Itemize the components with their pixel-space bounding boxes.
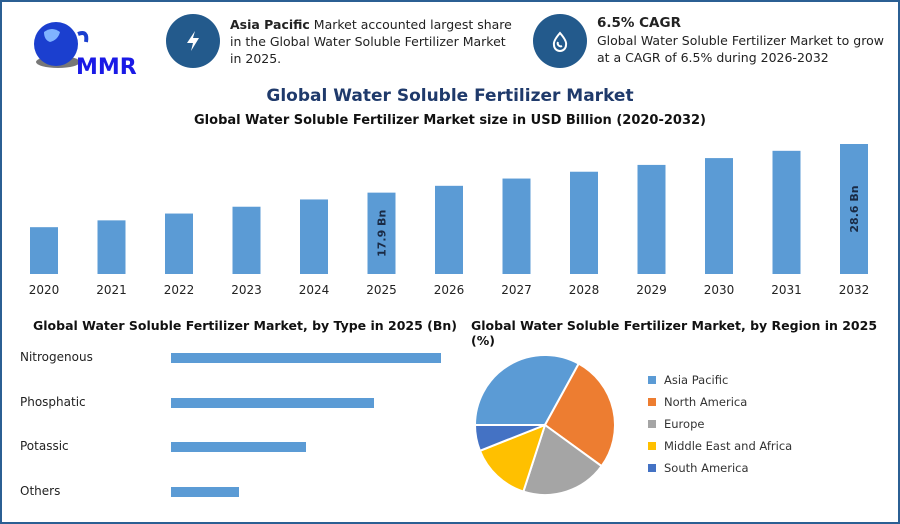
mmr-logo: MMR bbox=[18, 12, 138, 80]
highlight-text: Market accounted largest share in the Gl… bbox=[230, 17, 512, 66]
x-tick-label: 2030 bbox=[704, 283, 735, 297]
x-tick-label: 2028 bbox=[569, 283, 600, 297]
legend-item: South America bbox=[648, 457, 792, 479]
x-tick-label: 2027 bbox=[501, 283, 532, 297]
cagr-highlight: 6.5% CAGR Global Water Soluble Fertilize… bbox=[597, 15, 887, 66]
legend-swatch bbox=[648, 442, 656, 450]
legend-label: Middle East and Africa bbox=[664, 439, 793, 453]
type-bar-others bbox=[171, 486, 239, 497]
bar-2024 bbox=[300, 199, 328, 274]
legend-item: Europe bbox=[648, 413, 792, 435]
x-tick-label: 2020 bbox=[29, 283, 60, 297]
pie-slice-middle-east-and-africa bbox=[478, 423, 547, 493]
market-size-bar-chart: 2020 2021 2022 2023 2024 2025 17.9 Bn 2026 2027 2… bbox=[29, 144, 870, 297]
bar-chart-title: Global Water Soluble Fertilizer Market s… bbox=[194, 113, 706, 128]
x-tick-label: 2025 bbox=[366, 283, 397, 297]
bar-2027 bbox=[502, 178, 531, 274]
pie-slice-north-america bbox=[543, 362, 616, 468]
legend-swatch bbox=[648, 376, 656, 384]
main-title: Global Water Soluble Fertilizer Market bbox=[266, 86, 634, 106]
type-bar-phosphatic bbox=[171, 397, 374, 408]
type-label: Phosphatic bbox=[20, 394, 86, 409]
type-chart-title: Global Water Soluble Fertilizer Market, … bbox=[33, 318, 458, 333]
cagr-text: Global Water Soluble Fertilizer Market t… bbox=[597, 33, 884, 65]
type-bar-nitrogenous bbox=[171, 353, 441, 363]
legend-item: North America bbox=[648, 391, 792, 413]
legend-item: Asia Pacific bbox=[648, 369, 792, 391]
logo-text: MMR bbox=[76, 55, 137, 78]
x-tick-label: 2021 bbox=[96, 283, 127, 297]
x-tick-label: 2023 bbox=[231, 283, 262, 297]
water-drop-icon bbox=[533, 14, 587, 68]
legend-swatch bbox=[648, 420, 656, 428]
legend-item: Middle East and Africa bbox=[648, 435, 792, 457]
bar-2021 bbox=[97, 220, 126, 274]
legend-label: Europe bbox=[664, 417, 705, 431]
asia-pacific-highlight: Asia Pacific Market accounted largest sh… bbox=[230, 16, 520, 67]
bar-2032 bbox=[840, 144, 868, 274]
x-tick-label: 2022 bbox=[164, 283, 195, 297]
pie-slice-south-america bbox=[473, 424, 546, 453]
region-chart-title: Global Water Soluble Fertilizer Market, … bbox=[471, 318, 878, 348]
pie-legend: Asia Pacific North America Europe Middle Ea… bbox=[648, 369, 792, 479]
bar-2020 bbox=[30, 227, 58, 274]
legend-swatch bbox=[648, 398, 656, 406]
type-label: Nitrogenous bbox=[20, 350, 93, 364]
bar-2028 bbox=[570, 171, 598, 274]
lightning-icon bbox=[166, 14, 220, 68]
x-tick-label: 2031 bbox=[771, 283, 802, 297]
bar-2023 bbox=[232, 206, 261, 274]
highlight-bold: Asia Pacific bbox=[230, 17, 310, 32]
x-tick-label: 2032 bbox=[839, 283, 870, 297]
x-tick-label: 2024 bbox=[299, 283, 330, 297]
data-label: 28.6 Bn bbox=[848, 185, 861, 232]
type-label: Potassic bbox=[20, 439, 69, 453]
pie-slice-asia-pacific bbox=[473, 354, 581, 426]
type-bar-potassic bbox=[171, 442, 306, 452]
type-label: Others bbox=[20, 483, 61, 498]
bar-2031 bbox=[772, 150, 801, 274]
x-tick-label: 2029 bbox=[636, 283, 667, 297]
data-label: 17.9 Bn bbox=[376, 210, 389, 257]
bar-2029 bbox=[637, 164, 666, 274]
x-tick-label: 2026 bbox=[434, 283, 465, 297]
legend-swatch bbox=[648, 464, 656, 472]
bar-2022 bbox=[165, 213, 193, 274]
cagr-title: 6.5% CAGR bbox=[597, 15, 681, 31]
pie-slice-europe bbox=[522, 423, 604, 496]
type-bar-chart: Nitrogenous Phosphatic Potassic Others bbox=[0, 340, 460, 510]
bar-2026 bbox=[435, 185, 463, 274]
bar-2025 bbox=[367, 192, 396, 274]
bar-2030 bbox=[705, 158, 733, 274]
legend-label: Asia Pacific bbox=[664, 373, 729, 387]
region-pie-chart bbox=[473, 354, 616, 496]
legend-label: North America bbox=[664, 395, 748, 409]
legend-label: South America bbox=[664, 461, 749, 475]
